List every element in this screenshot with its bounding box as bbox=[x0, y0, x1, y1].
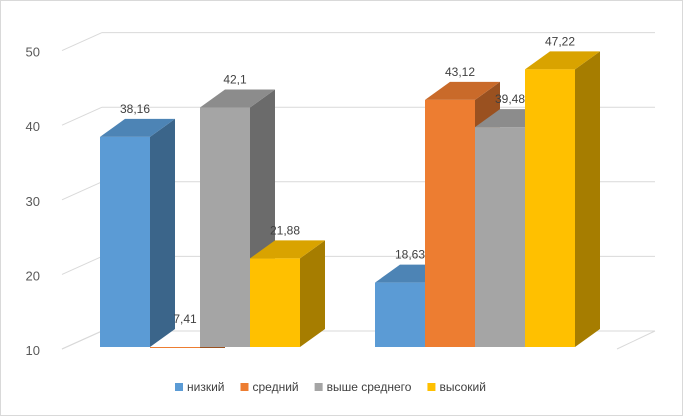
bar-top bbox=[525, 51, 600, 70]
legend: низкий средний выше среднего высокий bbox=[175, 380, 486, 394]
y-tick-label: 50 bbox=[26, 45, 40, 60]
grid-line-side bbox=[61, 32, 103, 52]
labels: 10 20 30 40 50 38,16 7,41 42,1 21,88 18,63 43,12 39… bbox=[26, 34, 576, 358]
bar-top bbox=[200, 89, 275, 108]
y-tick-label: 10 bbox=[26, 343, 40, 358]
legend-label: средний bbox=[253, 380, 299, 394]
data-label: 47,22 bbox=[545, 34, 575, 48]
bar-top bbox=[425, 81, 500, 100]
bar-front bbox=[150, 347, 200, 348]
bar-front bbox=[525, 69, 575, 347]
data-label: 7,41 bbox=[173, 312, 197, 326]
data-label: 38,16 bbox=[120, 102, 150, 116]
bar-front bbox=[250, 258, 300, 347]
legend-label: низкий bbox=[187, 380, 225, 394]
legend-swatch bbox=[175, 383, 183, 391]
data-label: 43,12 bbox=[445, 65, 475, 79]
bar bbox=[525, 51, 600, 347]
grid-line-side bbox=[61, 106, 103, 126]
bar bbox=[100, 118, 175, 348]
bar-front bbox=[100, 136, 150, 347]
legend-swatch bbox=[427, 383, 436, 391]
bar-side bbox=[150, 118, 175, 348]
bar-front bbox=[425, 99, 475, 347]
bar-front bbox=[375, 282, 425, 347]
grid-line-side bbox=[61, 181, 103, 201]
bar-side bbox=[300, 240, 325, 347]
bar-top bbox=[250, 240, 325, 259]
bar-side bbox=[575, 51, 600, 347]
legend-label: выше среднего bbox=[327, 380, 412, 394]
grid-line-side bbox=[61, 255, 103, 275]
data-label: 21,88 bbox=[270, 223, 300, 237]
floor-side bbox=[61, 330, 103, 350]
legend-label: высокий bbox=[439, 380, 485, 394]
legend-swatch bbox=[240, 383, 249, 391]
y-tick-label: 40 bbox=[26, 119, 40, 134]
bar-front bbox=[200, 107, 250, 347]
legend-swatch bbox=[314, 383, 323, 391]
y-tick-label: 30 bbox=[26, 194, 40, 209]
bars bbox=[100, 51, 600, 348]
floor-right bbox=[616, 330, 656, 350]
data-label: 18,63 bbox=[395, 248, 425, 262]
data-label: 42,1 bbox=[223, 73, 247, 87]
bar-front bbox=[475, 127, 525, 348]
data-label: 39,48 bbox=[495, 92, 525, 106]
y-tick-label: 20 bbox=[26, 268, 40, 283]
bar bbox=[250, 240, 325, 347]
bar-top bbox=[100, 118, 175, 137]
